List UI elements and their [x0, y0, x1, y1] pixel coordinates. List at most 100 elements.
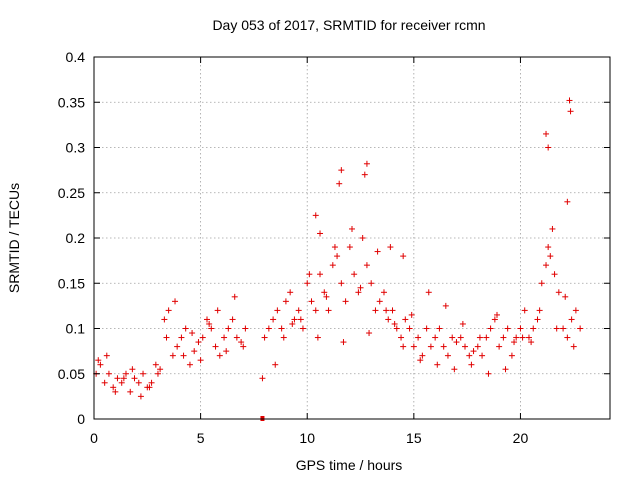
data-point [470, 348, 477, 355]
data-point [287, 289, 294, 296]
data-point [137, 393, 144, 400]
data-point [451, 366, 458, 373]
data-point [295, 307, 302, 314]
grid [94, 57, 610, 419]
data-point [199, 334, 206, 341]
data-point [491, 316, 498, 323]
data-point [483, 334, 490, 341]
data-point [178, 334, 185, 341]
data-point [517, 325, 524, 332]
data-point [325, 307, 332, 314]
data-point [374, 248, 381, 255]
chart-title: Day 053 of 2017, SRMTID for receiver rcm… [212, 17, 485, 33]
data-point [391, 320, 398, 327]
data-point [393, 325, 400, 332]
data-point [206, 320, 213, 327]
data-point [331, 244, 338, 251]
x-tick-label: 0 [90, 430, 98, 446]
data-point [543, 130, 550, 137]
data-point [500, 334, 507, 341]
data-point [513, 334, 520, 341]
data-point [521, 307, 528, 314]
data-point [545, 144, 552, 151]
data-point [468, 361, 475, 368]
data-point [148, 379, 155, 386]
data-point [223, 348, 230, 355]
data-point [127, 388, 134, 395]
data-point [457, 334, 464, 341]
data-point [238, 339, 245, 346]
data-point [233, 334, 240, 341]
data-point [317, 271, 324, 278]
data-point [459, 320, 466, 327]
data-point [338, 167, 345, 174]
data-point [363, 160, 370, 167]
data-point [146, 384, 153, 391]
data-point [363, 262, 370, 269]
data-point [261, 334, 268, 341]
data-point [555, 289, 562, 296]
data-point [508, 352, 515, 359]
data-point [427, 343, 434, 350]
data-point [553, 325, 560, 332]
data-point [212, 343, 219, 350]
y-tick-labels: 0 0.05 0.1 0.15 0.2 0.25 0.3 0.35 0.4 [58, 49, 85, 427]
data-point [385, 316, 392, 323]
data-point [299, 325, 306, 332]
data-point [272, 361, 279, 368]
data-point [180, 352, 187, 359]
data-point [340, 339, 347, 346]
data-point [278, 325, 285, 332]
y-tick-label: 0.25 [58, 185, 85, 201]
data-point [577, 325, 584, 332]
data-point [163, 334, 170, 341]
data-point [225, 325, 232, 332]
data-point [101, 379, 108, 386]
data-point [321, 289, 328, 296]
data-point [462, 343, 469, 350]
data-point [387, 244, 394, 251]
data-point [208, 325, 215, 332]
data-point [376, 298, 383, 305]
data-point [140, 370, 147, 377]
data-point [568, 316, 575, 323]
data-point [323, 293, 330, 300]
y-tick-label: 0.1 [66, 321, 86, 337]
data-point [543, 262, 550, 269]
data-point [172, 298, 179, 305]
data-point [259, 375, 266, 382]
data-point [189, 330, 196, 337]
ticks [93, 56, 610, 420]
data-point [270, 316, 277, 323]
data-point [346, 244, 353, 251]
data-point [131, 375, 138, 382]
data-point [204, 316, 211, 323]
data-point [191, 348, 198, 355]
data-point [349, 225, 355, 232]
data-point [485, 370, 492, 377]
data-point [545, 244, 552, 251]
y-tick-label: 0.2 [66, 230, 86, 246]
data-point [525, 334, 532, 341]
y-tick-label: 0.05 [58, 366, 85, 382]
data-point [282, 298, 289, 305]
data-point [567, 108, 574, 115]
data-point [496, 343, 503, 350]
data-point [359, 235, 366, 241]
data-point [547, 253, 554, 260]
data-point [415, 334, 422, 341]
data-point [195, 339, 202, 346]
data-point [530, 325, 537, 332]
data-point [564, 198, 571, 205]
data-point [400, 343, 407, 350]
data-point [406, 325, 413, 332]
data-point [476, 334, 483, 341]
data-point [444, 352, 451, 359]
data-points [93, 97, 584, 421]
y-axis-label: SRMTID / TECUs [6, 183, 22, 293]
data-point [357, 284, 364, 291]
data-point [229, 316, 236, 323]
data-point [493, 311, 500, 318]
data-point [389, 307, 396, 314]
data-point [152, 361, 159, 368]
